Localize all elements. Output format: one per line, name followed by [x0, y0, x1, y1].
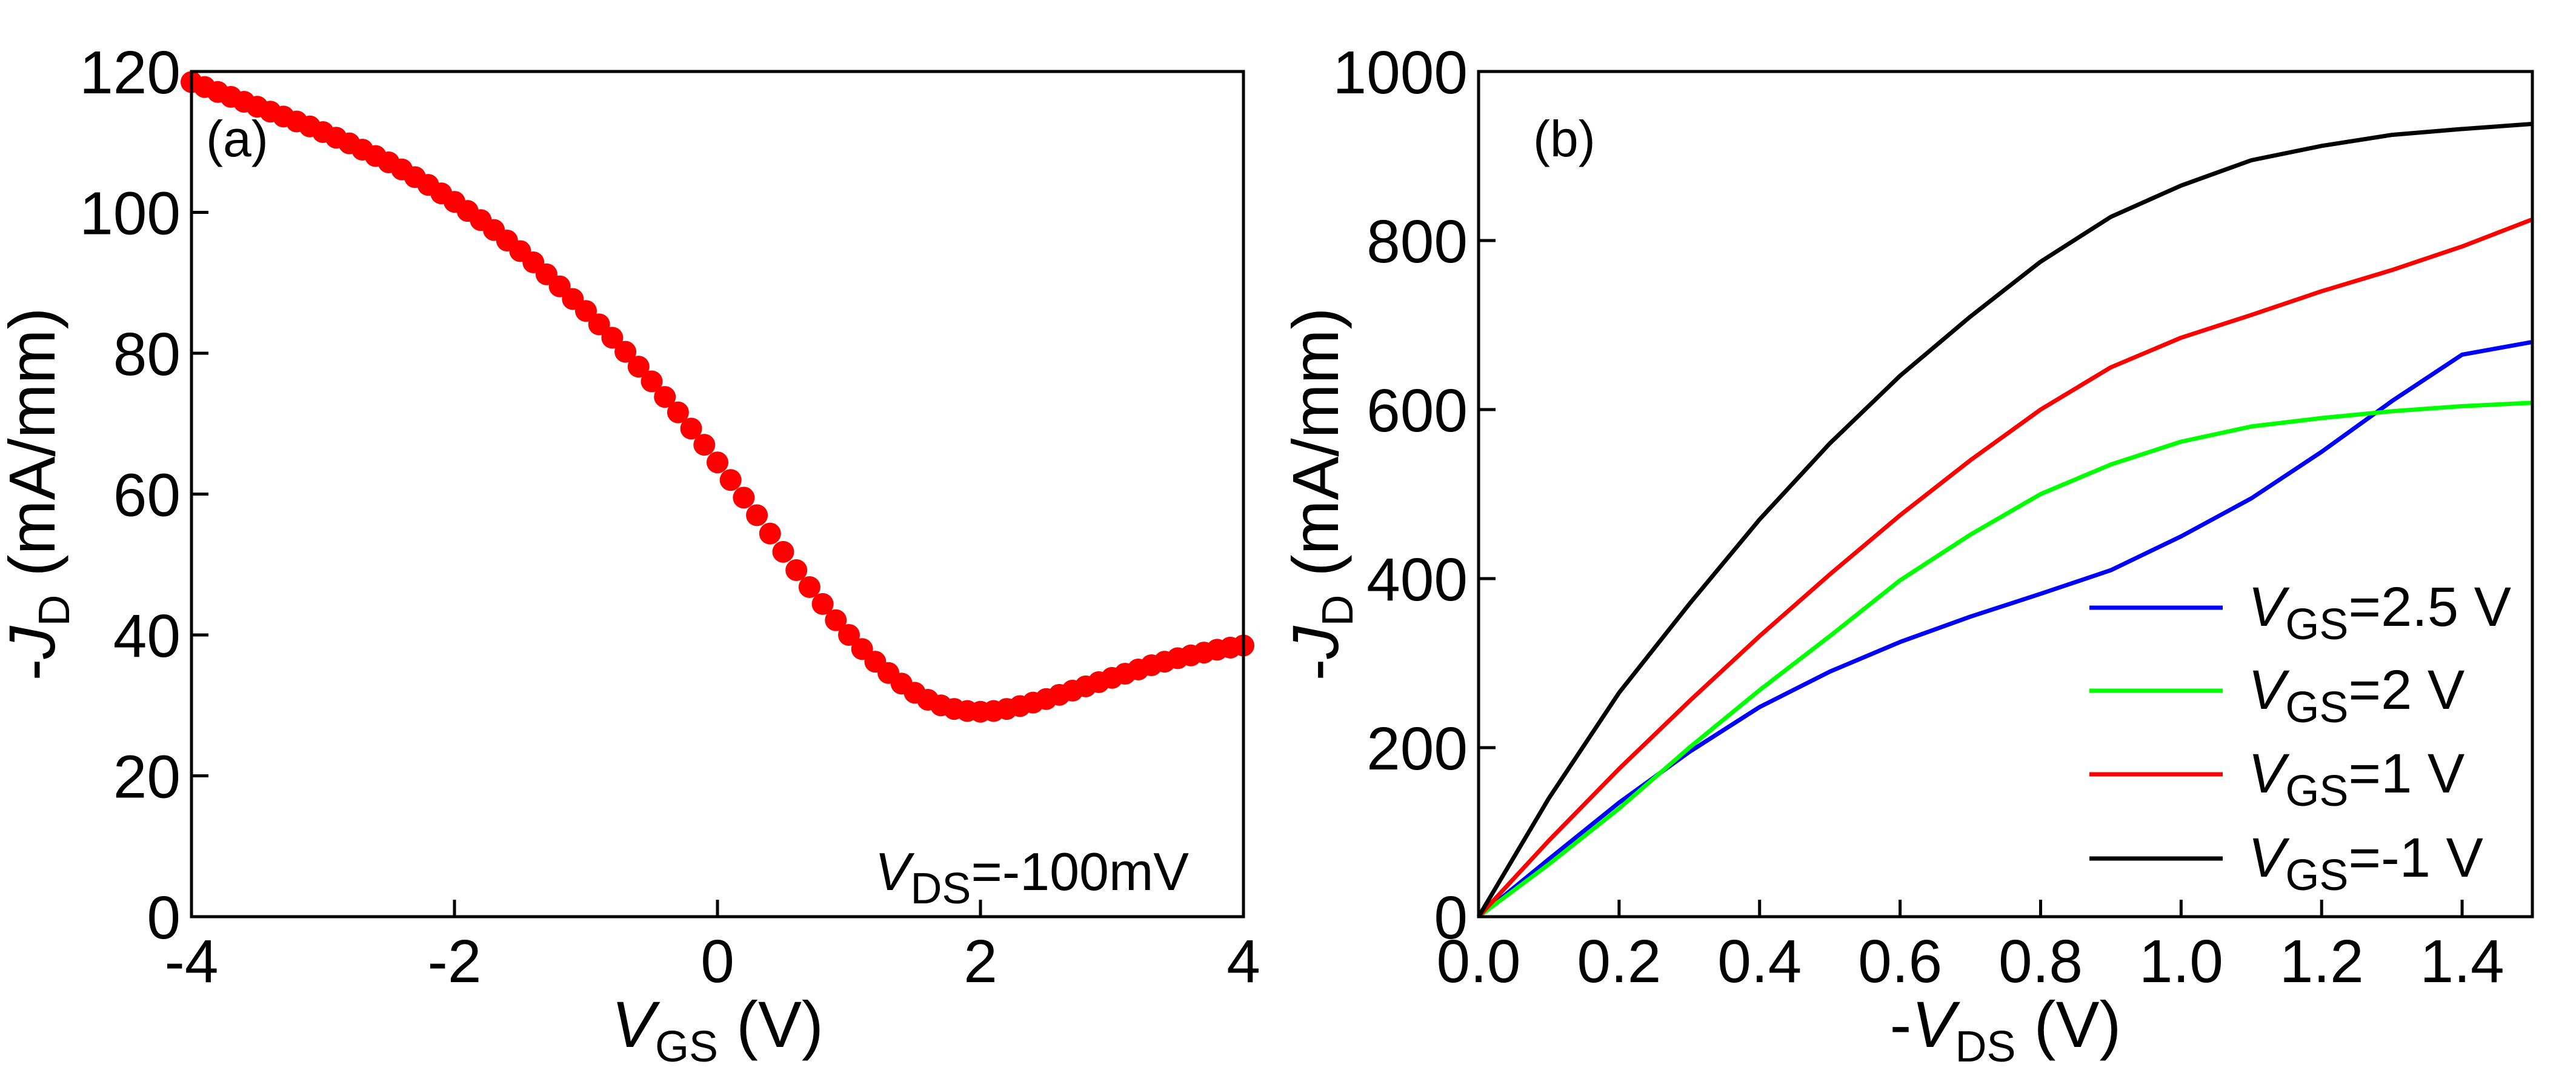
data-point	[798, 576, 820, 598]
x-tick-label: 4	[1226, 928, 1260, 995]
panel-a-data-points	[181, 71, 1254, 723]
panel-a-plot-frame	[190, 70, 1245, 919]
x-tick-label: 0.6	[1858, 928, 1942, 995]
y-tick-label: 20	[113, 743, 181, 811]
x-tick-label: 0.4	[1717, 928, 1802, 995]
x-tick-label: 1.0	[2139, 928, 2223, 995]
panel-b-x-axis-label: -VDS (V)	[1889, 988, 2121, 1071]
x-tick-label: 0	[701, 928, 734, 995]
data-point	[785, 559, 808, 582]
data-point	[601, 327, 624, 349]
legend-label: VGS=2.5 V	[2248, 576, 2511, 649]
panel-a-label: (a)	[206, 110, 268, 167]
data-point	[575, 300, 597, 322]
legend-label: VGS=2 V	[2248, 659, 2465, 732]
legend-label: VGS=1 V	[2248, 743, 2465, 816]
data-point	[641, 370, 663, 393]
panel-b-y-ticks: 0 200 400 600 800 1000	[1333, 39, 1496, 952]
y-tick-label: 600	[1366, 377, 1468, 445]
data-point	[707, 451, 728, 474]
data-point	[588, 313, 610, 336]
panel-a-x-axis-label: VGS (V)	[611, 988, 824, 1071]
series-line	[1477, 217, 2534, 919]
data-point	[772, 540, 794, 563]
x-tick-label: -4	[165, 928, 219, 995]
data-point	[614, 341, 637, 363]
panel-b-legend: VGS=2.5 V VGS=2 V VGS=1 V VGS=-1 V	[2089, 576, 2511, 900]
data-point	[838, 624, 860, 646]
panel-b-series-lines	[1476, 122, 2534, 919]
y-tick-label: 120	[79, 39, 181, 107]
data-point	[654, 386, 676, 408]
x-tick-label: 0.8	[1999, 928, 2083, 995]
panel-b-label: (b)	[1533, 110, 1596, 167]
y-tick-label: 80	[113, 321, 181, 388]
data-point	[825, 609, 847, 631]
legend-entry: VGS=2 V	[2089, 659, 2465, 732]
legend-entry: VGS=-1 V	[2089, 827, 2483, 900]
y-tick-label: 100	[79, 180, 181, 248]
x-tick-label: 2	[964, 928, 997, 995]
panel-b-y-axis-label: -JD (mA/mm)	[1279, 308, 1362, 681]
panel-a-y-ticks: 0 20 40 60 80 100 120	[79, 39, 208, 952]
y-tick-label: 60	[113, 462, 181, 530]
panel-a-annotation: VDS=-100mV	[875, 842, 1190, 913]
data-point	[667, 401, 689, 424]
data-point	[759, 522, 781, 545]
panel-b-chart: 0.0 0.2 0.4 0.6 0.8 1.0 1.2 1.4 0 200 400 600 800 10…	[1279, 39, 2534, 1071]
y-tick-label: 800	[1366, 208, 1468, 276]
x-tick-label: 0.2	[1577, 928, 1661, 995]
legend-entry: VGS=2.5 V	[2089, 576, 2511, 649]
data-point	[680, 417, 702, 440]
panel-a-chart: -4 -2 0 2 4 0 20 40 60 80 100 120 (a) VDS=-100mV V…	[0, 39, 1260, 1071]
legend-label: VGS=-1 V	[2248, 827, 2483, 900]
data-point	[719, 469, 742, 491]
x-tick-label: 1.4	[2420, 928, 2504, 995]
y-tick-label: 40	[113, 602, 181, 670]
series-line	[1477, 400, 2533, 919]
data-point	[746, 504, 768, 527]
panel-a-x-ticks: -4 -2 0 2 4	[165, 900, 1260, 995]
y-tick-label: 0	[147, 884, 181, 952]
data-point	[627, 356, 650, 378]
x-tick-label: 1.2	[2280, 928, 2364, 995]
y-tick-label: 200	[1366, 715, 1468, 783]
y-tick-label: 1000	[1333, 39, 1468, 107]
y-tick-label: 0	[1434, 884, 1468, 952]
x-tick-label: -2	[428, 928, 482, 995]
panel-b-plot-frame	[1477, 70, 2534, 919]
panel-b-x-ticks: 0.0 0.2 0.4 0.6 0.8 1.0 1.2 1.4	[1436, 900, 2504, 995]
data-point	[693, 434, 716, 456]
data-point	[733, 487, 755, 509]
data-point	[811, 593, 834, 615]
series-line	[1476, 122, 2533, 918]
x-tick-label: 0.0	[1436, 928, 1520, 995]
legend-entry: VGS=1 V	[2089, 743, 2465, 816]
panel-a-y-axis-label: -JD (mA/mm)	[0, 308, 79, 681]
y-tick-label: 400	[1366, 546, 1468, 614]
